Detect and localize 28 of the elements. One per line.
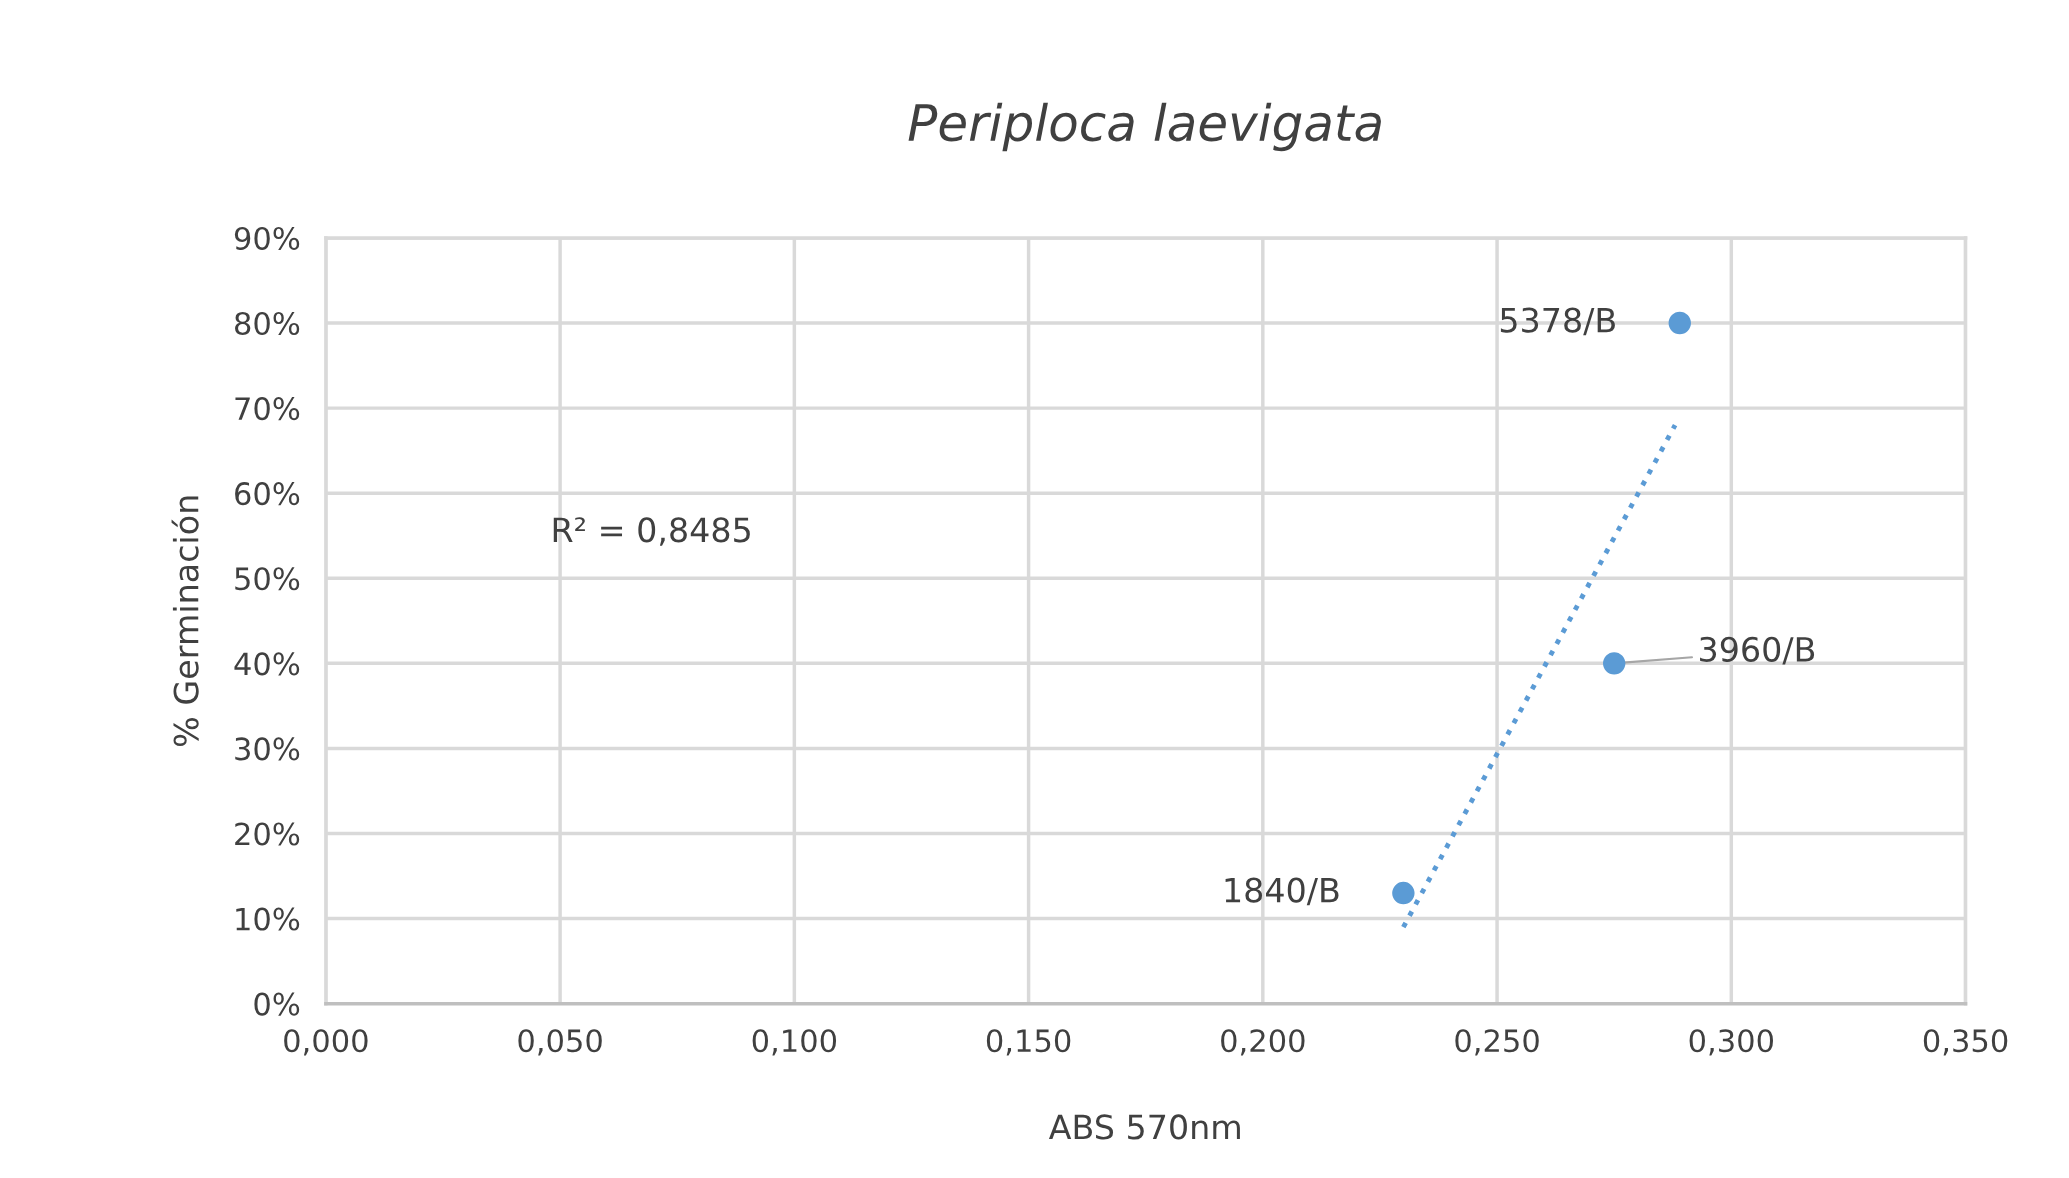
- y-tick-label: 60%: [235, 482, 300, 506]
- x-tick-label: 0,050: [518, 1029, 602, 1056]
- y-tick-label: 10%: [236, 907, 300, 931]
- y-tick-label: 20%: [235, 822, 300, 846]
- y-axis-title: % Germinación: [171, 496, 199, 747]
- y-tick-label: 30%: [235, 737, 300, 761]
- x-axis-title: ABS 570nm: [1048, 1114, 1240, 1140]
- chart-title: Periploca laevigata: [908, 102, 1381, 152]
- y-tick-label: 40%: [234, 652, 300, 676]
- y-tick-label: 70%: [235, 397, 300, 421]
- x-tick-label: 0,200: [1221, 1029, 1305, 1056]
- x-tick-label: 0,250: [1455, 1029, 1539, 1056]
- y-tick-label: 0%: [254, 992, 300, 1016]
- point: [1392, 881, 1415, 905]
- annotation: R² = 0,8485: [553, 517, 750, 546]
- annotation: 5378/B: [1500, 307, 1615, 336]
- x-tick-label: 0,300: [1689, 1029, 1774, 1056]
- y-tick-label: 90%: [234, 226, 300, 250]
- x-tick-label: 0,150: [986, 1029, 1071, 1056]
- x-tick-label: 0,100: [752, 1029, 837, 1056]
- point: [1603, 652, 1626, 675]
- x-tick-label: 0,000: [284, 1029, 368, 1056]
- x-tick-label: 0,350: [1923, 1029, 2008, 1056]
- annotation: 3960/B: [1700, 636, 1815, 665]
- annotation: 1840/B: [1225, 877, 1339, 906]
- y-tick-label: 50%: [235, 567, 300, 591]
- point: [1668, 311, 1691, 335]
- y-tick-label: 80%: [235, 311, 300, 336]
